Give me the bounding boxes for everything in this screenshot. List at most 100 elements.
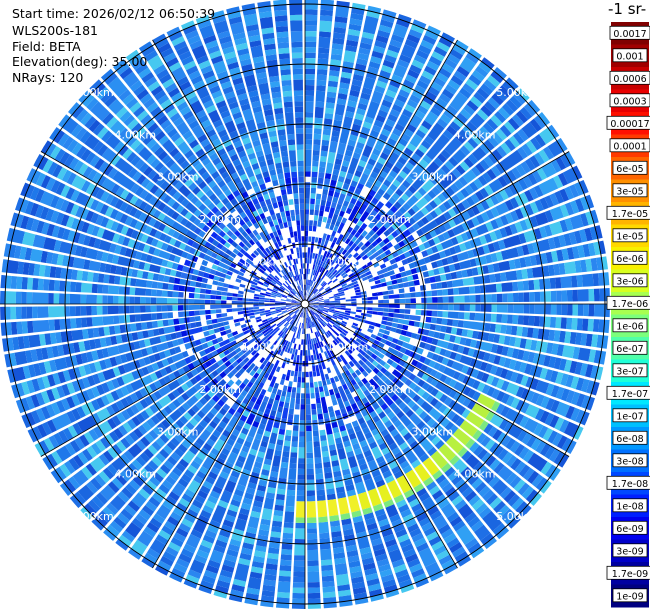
ray-cells xyxy=(208,109,268,225)
ray-cells xyxy=(482,332,591,362)
ray-cells xyxy=(59,383,189,478)
ray-cells xyxy=(472,429,483,441)
ring-label-5-1: 5.00km xyxy=(496,86,538,99)
ray-69 xyxy=(154,306,304,577)
ray-cells xyxy=(111,354,240,456)
ray-cells xyxy=(68,413,146,471)
ray-cells xyxy=(332,324,378,360)
ray-9 xyxy=(306,31,456,302)
ray-cells xyxy=(377,332,586,424)
ray-cells xyxy=(315,312,350,342)
ray-cells xyxy=(431,435,502,510)
ray-cells xyxy=(347,189,377,234)
ray-cells xyxy=(259,16,290,168)
ray-cells xyxy=(384,378,512,499)
ray-cells xyxy=(285,312,304,381)
ray-47 xyxy=(306,306,498,550)
ray-cells xyxy=(305,393,310,399)
ray-cells xyxy=(248,239,255,246)
ray-cells xyxy=(325,317,335,325)
ray-cells xyxy=(171,66,239,180)
ray-cells xyxy=(313,446,326,501)
ray-cells xyxy=(305,4,318,80)
colorbar-tick-label-9: 1e-05 xyxy=(616,231,643,242)
ray-cells xyxy=(189,480,213,514)
ray-cells xyxy=(298,323,304,372)
ray-cells xyxy=(176,155,249,238)
ray-cells xyxy=(419,341,539,390)
ray-76 xyxy=(69,305,303,509)
ray-cells xyxy=(102,379,242,542)
ray-cells xyxy=(54,359,224,481)
ray-cells xyxy=(194,433,238,504)
ray-cells xyxy=(324,299,384,304)
ray-cells xyxy=(255,190,296,282)
ray-cells xyxy=(355,412,442,577)
ray-cells xyxy=(146,370,266,560)
ray-cells xyxy=(344,350,358,365)
ray-cells xyxy=(286,307,292,310)
ray-cells xyxy=(387,167,548,261)
ray-cells xyxy=(301,236,305,280)
ray-cells xyxy=(384,91,437,170)
ray-cells xyxy=(421,373,504,428)
ray-cells xyxy=(81,440,127,480)
instrument-label: WLS200s-181 xyxy=(12,23,98,38)
ray-cells xyxy=(24,184,100,224)
ray-cells xyxy=(224,51,237,60)
ray-cells xyxy=(318,306,430,336)
ray-5 xyxy=(305,9,397,302)
ray-cells xyxy=(187,267,210,279)
ray-cells xyxy=(377,172,492,255)
ray-96 xyxy=(14,197,303,304)
ray-cells xyxy=(410,273,599,298)
ray-cells xyxy=(141,437,205,517)
ray-cells xyxy=(400,428,464,506)
ray-cells xyxy=(203,392,276,579)
ray-cells xyxy=(274,268,293,290)
ray-cells xyxy=(325,325,376,378)
ray-cells xyxy=(362,337,378,350)
ray-cells xyxy=(416,175,508,237)
ray-107 xyxy=(112,58,304,302)
ray-cells xyxy=(269,376,277,388)
ray-cells xyxy=(96,86,212,207)
spoke-150 xyxy=(304,303,458,569)
ray-cells xyxy=(178,306,260,318)
field-label: Field: BETA xyxy=(12,39,81,54)
ray-cells xyxy=(30,202,115,242)
ray-cells xyxy=(281,295,287,299)
ray-cells xyxy=(311,309,380,375)
ray-cells xyxy=(323,262,328,269)
ray-cells xyxy=(234,237,284,284)
ray-cells xyxy=(420,155,541,234)
ray-cells xyxy=(208,335,259,373)
ray-cells xyxy=(295,312,305,405)
ray-56 xyxy=(305,306,369,606)
colorbar-tick-box-9 xyxy=(612,228,648,243)
ray-cells xyxy=(387,317,484,340)
ray-cells xyxy=(292,289,297,294)
ray-cells xyxy=(305,382,318,545)
ray-cells xyxy=(260,327,267,333)
ray-cells xyxy=(63,154,153,214)
ray-cells xyxy=(432,470,443,480)
ray-cells xyxy=(252,259,303,303)
ray-cells xyxy=(462,375,580,438)
ray-cells xyxy=(253,61,272,106)
ray-cells xyxy=(349,316,428,343)
ray-cells xyxy=(286,188,303,285)
ray-cells xyxy=(215,342,265,391)
ray-cells xyxy=(216,308,265,318)
ring-label-2-2: 2.00km xyxy=(199,383,241,396)
ray-cells xyxy=(59,151,198,241)
ray-cells xyxy=(279,306,304,357)
ray-cells xyxy=(264,445,290,576)
ray-83 xyxy=(15,305,303,414)
ray-cells xyxy=(317,310,424,370)
ray-58 xyxy=(305,307,337,609)
ray-4 xyxy=(305,5,382,302)
ray-cells xyxy=(191,241,199,249)
ray-cells xyxy=(289,312,304,382)
ray-cells xyxy=(355,237,383,261)
